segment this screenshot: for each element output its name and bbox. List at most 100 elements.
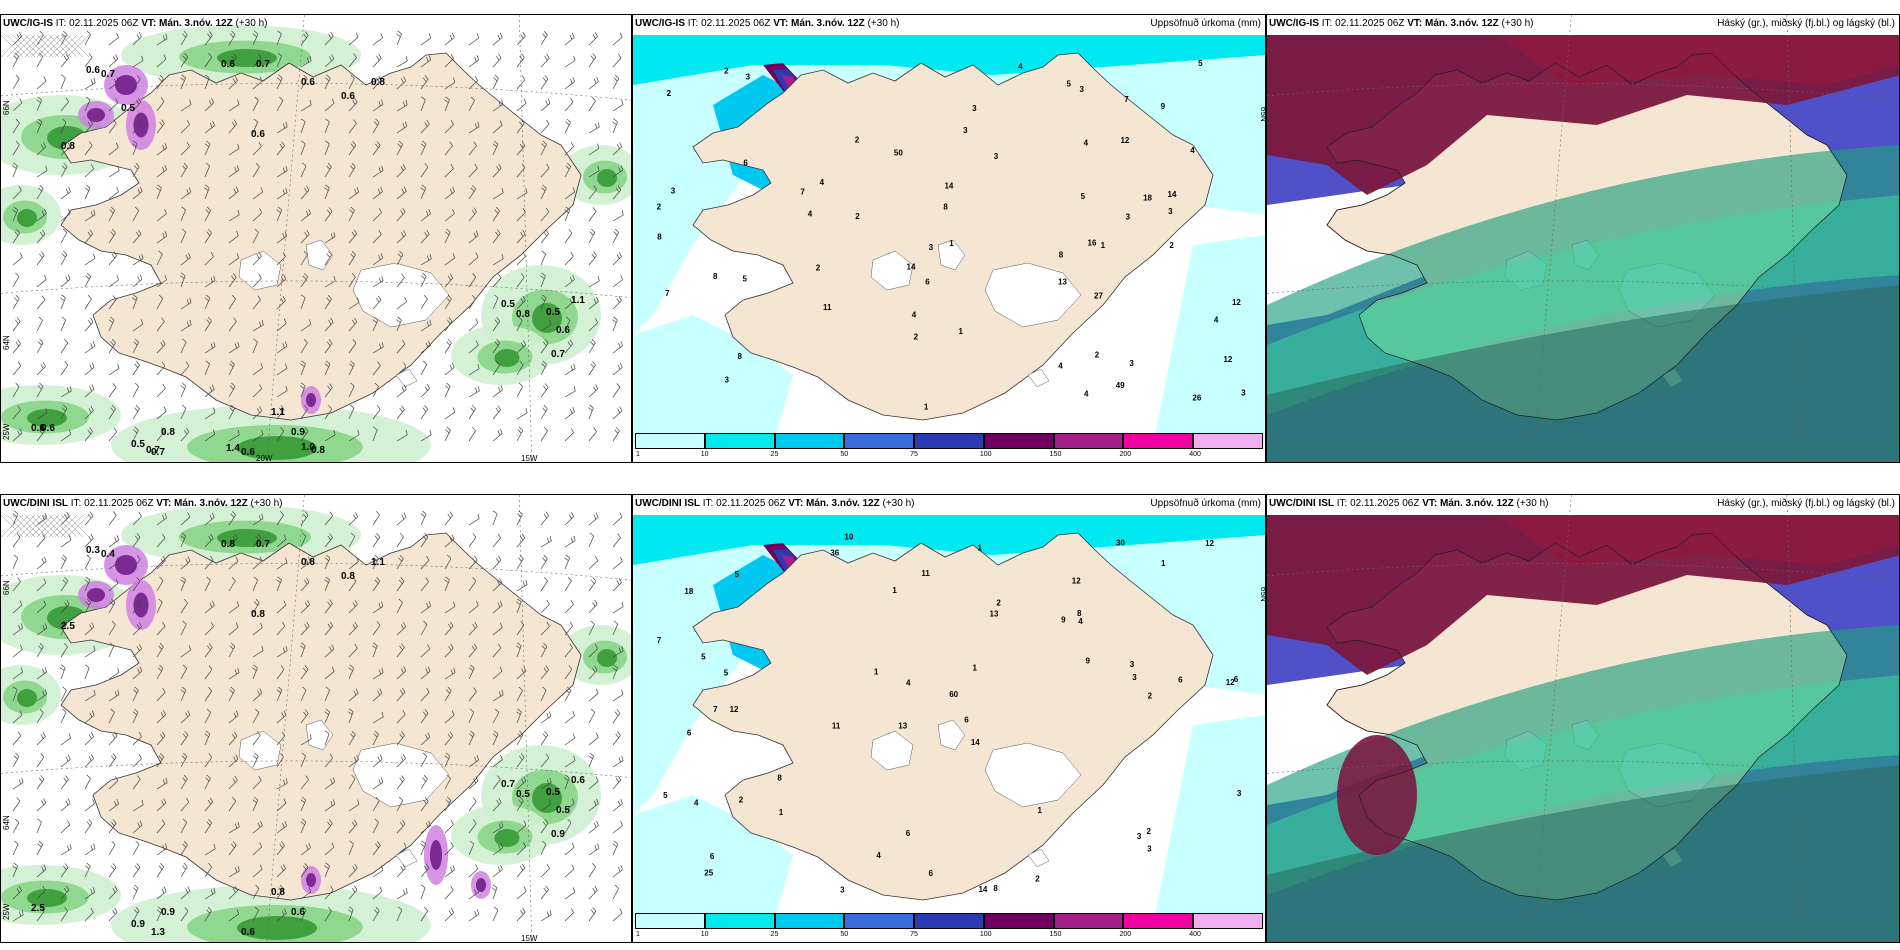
wind-value-label: 1.1	[271, 407, 285, 418]
precip-value-label: 1	[958, 327, 963, 336]
precip-value-label: 4	[1058, 361, 1063, 370]
precip-value-label: 12	[1226, 678, 1235, 687]
precip-value-label: 26	[1192, 394, 1201, 403]
wind-value-label: 0.8	[311, 445, 325, 456]
precip-value-label: 6	[687, 728, 692, 737]
panel-title: Háský (gr.), miðský (fj.bl.) og lágský (…	[1717, 18, 1895, 29]
wind-value-label: 2.5	[31, 903, 45, 914]
panel-title: Háský (gr.), miðský (fj.bl.) og lágský (…	[1717, 498, 1895, 509]
wind-value-label: 0.5	[556, 805, 570, 816]
precip-value-label: 5	[735, 570, 740, 579]
wind-value-label: 0.7	[501, 779, 515, 790]
precip-value-label: 4	[906, 679, 911, 688]
wind-value-label: 0.9	[161, 907, 175, 918]
precip-value-label: 3	[972, 104, 977, 113]
precip-value-label: 1	[779, 808, 784, 817]
wind-value-label: 0.7	[101, 69, 115, 80]
precip-value-label: 27	[1094, 292, 1103, 301]
precip-value-label: 3	[1241, 389, 1246, 398]
lat-label: 25W	[2, 903, 11, 920]
precip-value-label: 49	[1116, 381, 1125, 390]
panel-title: Uppsöfnuð úrkoma (mm)	[1150, 498, 1261, 509]
colorbar-label: 25	[770, 931, 779, 938]
precip-value-label: 3	[1168, 207, 1173, 216]
precip-value-label: 3	[1126, 213, 1131, 222]
colorbar-swatch	[704, 913, 775, 929]
wind-precip-panel-row1: 0.6 0.7 0.6 0.7 0.6 0.6 0.6 0.8 0.8 0.5 0.8 1.1 0.5 0…	[0, 14, 632, 463]
precip-value-label: 13	[990, 609, 999, 618]
lead-time: (+30 h)	[1516, 498, 1549, 509]
precip-value-label: 4	[1078, 617, 1083, 626]
precip-panel-row1: 13 12 18 4 4 12 14 14 12 49 16 8 7 27 11 26 9 8 7 50 6 8 5 5 3 8 6…	[632, 14, 1266, 463]
precip-value-label: 9	[1061, 616, 1066, 625]
wind-value-label: 1.1	[371, 557, 385, 568]
colorbar-swatch	[1053, 913, 1124, 929]
precip-value-label: 2	[1169, 241, 1174, 250]
precip-value-label: 3	[1147, 844, 1152, 853]
precip-value-label: 1	[977, 544, 982, 553]
wind-value-label: 0.7	[146, 445, 160, 456]
precip-value-label: 5	[701, 653, 706, 662]
colorbar-swatch	[914, 913, 984, 929]
wind-value-label: 0.4	[101, 549, 115, 560]
precip-value-label: 3	[1079, 85, 1084, 94]
wind-value-label: 0.9	[291, 427, 305, 438]
precip-value-label: 9	[1161, 102, 1166, 111]
precip-value-label: 11	[921, 569, 930, 578]
precip-value-label: 8	[657, 233, 662, 242]
precip-value-label: 14	[907, 262, 916, 271]
precip-value-label: 3	[929, 243, 934, 252]
lat-label: 65N	[1259, 107, 1266, 122]
valid-time: VT: Mán. 3.nóv. 12Z	[1407, 18, 1499, 29]
wind-value-label: 0.8	[371, 77, 385, 88]
wind-value-label: 0.5	[546, 307, 560, 318]
precip-value-label: 8	[1077, 609, 1082, 618]
precip-value-label: 8	[943, 203, 948, 212]
colorbar-swatch	[774, 913, 845, 929]
lead-time: (+30 h)	[867, 18, 900, 29]
wind-value-label: 0.7	[256, 539, 270, 550]
wind-value-label: 0.6	[341, 91, 355, 102]
precip-value-label: 3	[746, 72, 751, 81]
precip-value-label: 3	[840, 886, 845, 895]
lead-time: (+30 h)	[250, 498, 283, 509]
precip-value-label: 18	[684, 587, 693, 596]
precip-value-label: 8	[738, 352, 743, 361]
precip-value-label: 4	[876, 851, 881, 860]
wind-value-label: 1.3	[151, 927, 165, 938]
colorbar-swatch	[1123, 433, 1194, 449]
colorbar-swatch	[704, 433, 775, 449]
precip-value-label: 5	[663, 791, 668, 800]
precip-value-label: 8	[1059, 251, 1064, 260]
precip-value-label: 4	[808, 209, 813, 218]
wind-value-label: 1.4	[226, 443, 240, 454]
wind-value-label: 0.8	[251, 609, 265, 620]
precip-value-label: 1	[874, 668, 879, 677]
colorbar-swatch	[774, 433, 845, 449]
wind-value-label: 0.6	[251, 129, 265, 140]
precip-value-label: 3	[994, 152, 999, 161]
precip-value-label: 2	[855, 212, 860, 221]
precip-value-label: 16	[1088, 238, 1097, 247]
precip-value-label: 5	[1198, 59, 1203, 68]
precip-value-label: 30	[1116, 538, 1125, 547]
colorbar-swatch	[844, 913, 915, 929]
wind-value-label: 0.7	[151, 447, 165, 458]
wind-value-label: 0.9	[551, 829, 565, 840]
precip-value-label: 6	[710, 852, 715, 861]
wind-value-label: 0.9	[131, 919, 145, 930]
precip-value-label: 3	[1132, 673, 1137, 682]
init-time: IT: 02.11.2025 06Z	[55, 18, 139, 29]
precip-value-label: 14	[978, 885, 987, 894]
precip-value-label: 3	[725, 376, 730, 385]
wind-map-svg: 0.3 0.40.8 0.70.80.80.81.12.50.70.50.60.50…	[1, 495, 631, 942]
colorbar-label: 200	[1119, 451, 1132, 458]
wind-precip-panel-row2: 0.3 0.4 0.8 0.7 0.8 0.8 0.8 1.1 2.5 0.7 0.5 0.6 0.5 0…	[0, 494, 632, 943]
precip-value-label: 1	[892, 586, 897, 595]
precip-value-label: 7	[665, 289, 670, 298]
lat-label: 66N	[2, 580, 11, 595]
lon-label: 15W	[521, 454, 538, 463]
precip-value-label: 2	[1146, 827, 1151, 836]
precip-value-label: 4	[694, 799, 699, 808]
